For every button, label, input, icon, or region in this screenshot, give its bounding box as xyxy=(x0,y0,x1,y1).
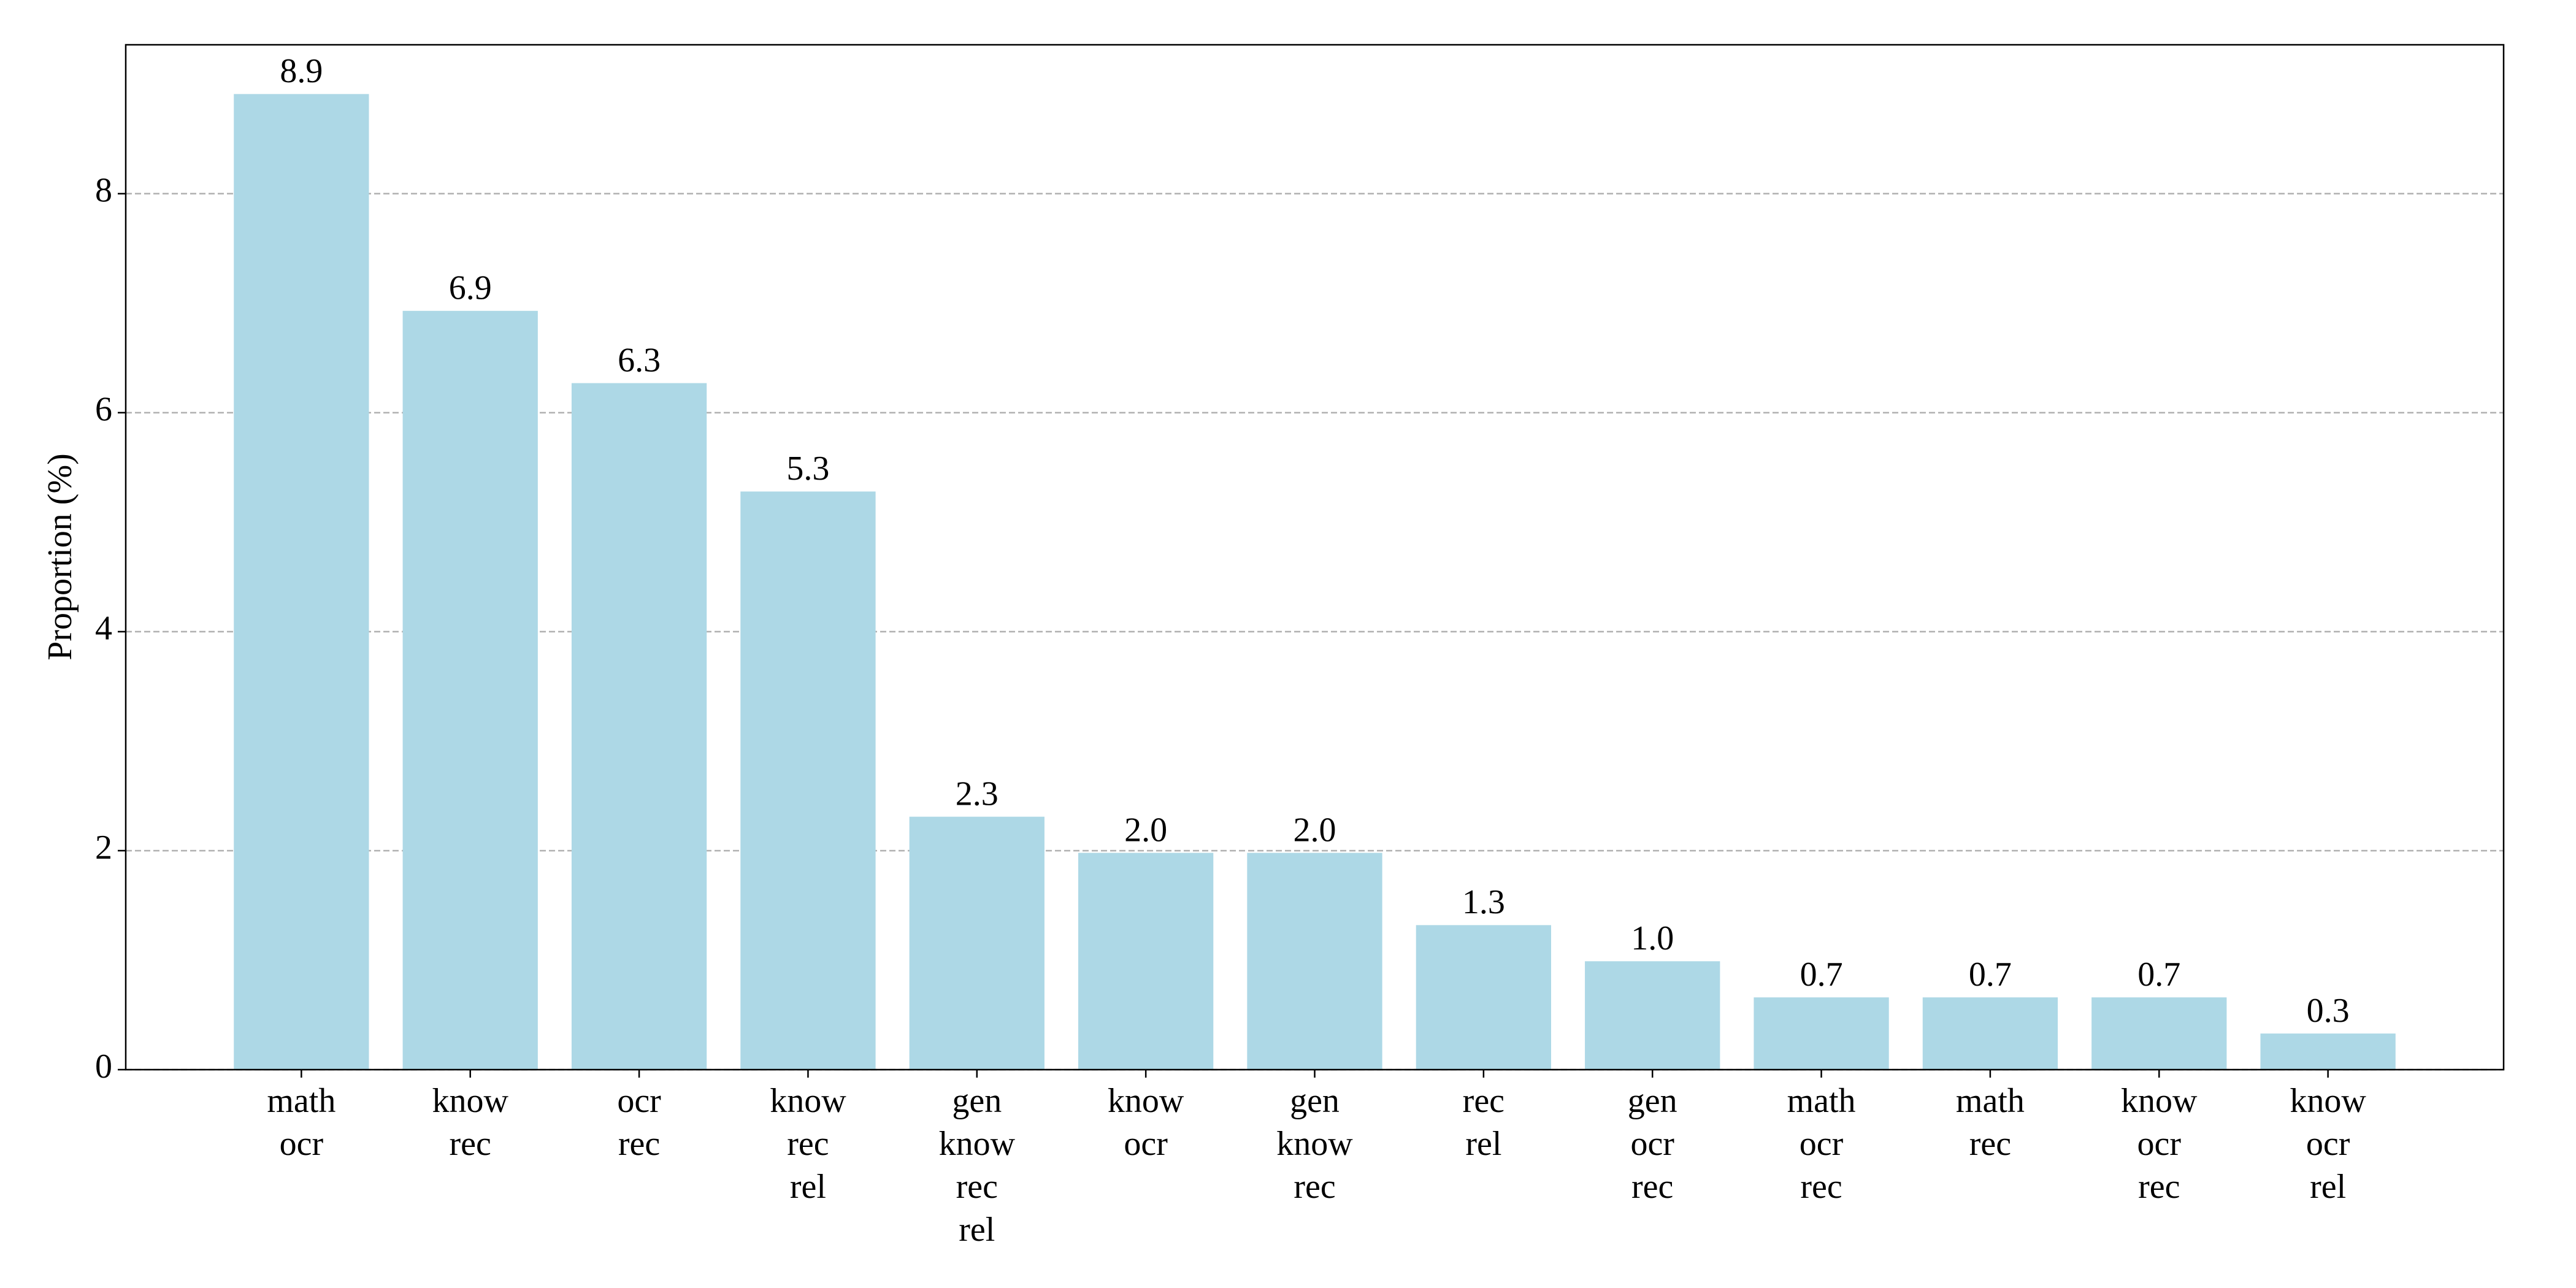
x-tick-label: math rec xyxy=(1956,1082,2025,1163)
x-tick-label-line: rec xyxy=(450,1125,491,1163)
x-tick-label-line: rec xyxy=(618,1125,660,1163)
bar xyxy=(2091,997,2227,1070)
value-label: 5.3 xyxy=(786,450,829,488)
value-label: 2.0 xyxy=(1294,811,1336,849)
x-tick-label-line: rel xyxy=(2310,1168,2346,1206)
value-label: 8.9 xyxy=(280,52,323,90)
x-tick-label: rec rel xyxy=(1463,1082,1505,1163)
x-tick-label-line: rec xyxy=(1631,1168,1673,1206)
bar xyxy=(740,491,876,1070)
y-tick-label: 6 xyxy=(95,391,112,429)
x-tick-label: math ocr xyxy=(267,1082,335,1163)
plot-frame xyxy=(125,44,2505,1071)
x-tick-label-line: math xyxy=(1956,1082,2025,1120)
x-tick-label-line: rel xyxy=(790,1168,826,1206)
x-tick-label-line: ocr xyxy=(280,1125,324,1163)
x-tick-label-line: gen xyxy=(1290,1082,1340,1120)
x-tick-label-line: rel xyxy=(1465,1125,1501,1163)
value-label: 2.3 xyxy=(956,775,999,813)
x-tick-label-line: rel xyxy=(959,1211,995,1249)
bar xyxy=(1922,997,2058,1070)
x-tick-label: math ocr rec xyxy=(1787,1082,1856,1206)
y-tick-label: 2 xyxy=(95,829,112,867)
x-tick-label-line: gen xyxy=(952,1082,1002,1120)
value-label: 0.7 xyxy=(2137,956,2180,994)
y-axis-label: Proportion (%) xyxy=(41,453,79,661)
x-tick-label: know rec xyxy=(432,1082,508,1163)
x-tick-label-line: know xyxy=(939,1125,1016,1163)
bar xyxy=(571,383,707,1070)
x-tick-label: ocr rec xyxy=(617,1082,661,1163)
bar xyxy=(1585,961,1720,1070)
x-tick-label-line: gen xyxy=(1628,1082,1677,1120)
x-tick-label: gen know rec rel xyxy=(939,1082,1016,1249)
x-tick-label-line: know xyxy=(432,1082,508,1120)
x-tick-label-line: math xyxy=(267,1082,335,1120)
x-tick-label-line: rec xyxy=(1969,1125,2011,1163)
value-label: 1.0 xyxy=(1631,919,1674,957)
x-tick-label-line: ocr xyxy=(1124,1125,1168,1163)
x-tick-label: gen know rec xyxy=(1276,1082,1353,1206)
value-label: 1.3 xyxy=(1462,883,1505,921)
x-tick-label-line: rec xyxy=(956,1168,998,1206)
bar xyxy=(1416,925,1551,1070)
x-tick-label-line: ocr xyxy=(2137,1125,2182,1163)
x-tick-label: know ocr rel xyxy=(2290,1082,2366,1206)
value-label: 6.9 xyxy=(449,269,492,307)
x-tick-label-line: rec xyxy=(1463,1082,1505,1120)
y-tick-label: 4 xyxy=(95,610,112,648)
bar xyxy=(1247,853,1382,1070)
x-tick-label-line: know xyxy=(1108,1082,1184,1120)
x-tick-label-line: ocr xyxy=(1800,1125,1844,1163)
value-label: 2.0 xyxy=(1124,811,1167,849)
x-tick-label-line: know xyxy=(2290,1082,2366,1120)
x-tick-label-line: rec xyxy=(1800,1168,1842,1206)
bar xyxy=(1754,997,1889,1070)
bar xyxy=(909,816,1045,1070)
y-tick-label: 8 xyxy=(95,172,112,210)
x-tick-label: know ocr xyxy=(1108,1082,1184,1163)
x-tick-label-line: rec xyxy=(787,1125,829,1163)
value-label: 0.3 xyxy=(2307,992,2350,1030)
value-label: 6.3 xyxy=(618,341,661,379)
bar xyxy=(402,310,538,1070)
bar xyxy=(234,94,369,1070)
x-tick-label-line: know xyxy=(2121,1082,2198,1120)
x-tick-label-line: know xyxy=(1276,1125,1353,1163)
x-tick-label-line: ocr xyxy=(1630,1125,1674,1163)
x-tick-label-line: ocr xyxy=(2306,1125,2350,1163)
x-tick-label-line: rec xyxy=(1294,1168,1335,1206)
x-tick-label: gen ocr rec xyxy=(1628,1082,1677,1206)
x-tick-label-line: ocr xyxy=(617,1082,661,1120)
y-tick-label: 0 xyxy=(95,1048,112,1086)
x-tick-label-line: rec xyxy=(2138,1168,2180,1206)
x-tick-label-line: math xyxy=(1787,1082,1856,1120)
x-tick-label-line: know xyxy=(770,1082,846,1120)
bar xyxy=(2260,1033,2396,1070)
x-tick-label: know rec rel xyxy=(770,1082,846,1206)
value-label: 0.7 xyxy=(1969,956,2012,994)
value-label: 0.7 xyxy=(1800,956,1843,994)
bar xyxy=(1078,853,1214,1070)
x-tick-label: know ocr rec xyxy=(2121,1082,2198,1206)
